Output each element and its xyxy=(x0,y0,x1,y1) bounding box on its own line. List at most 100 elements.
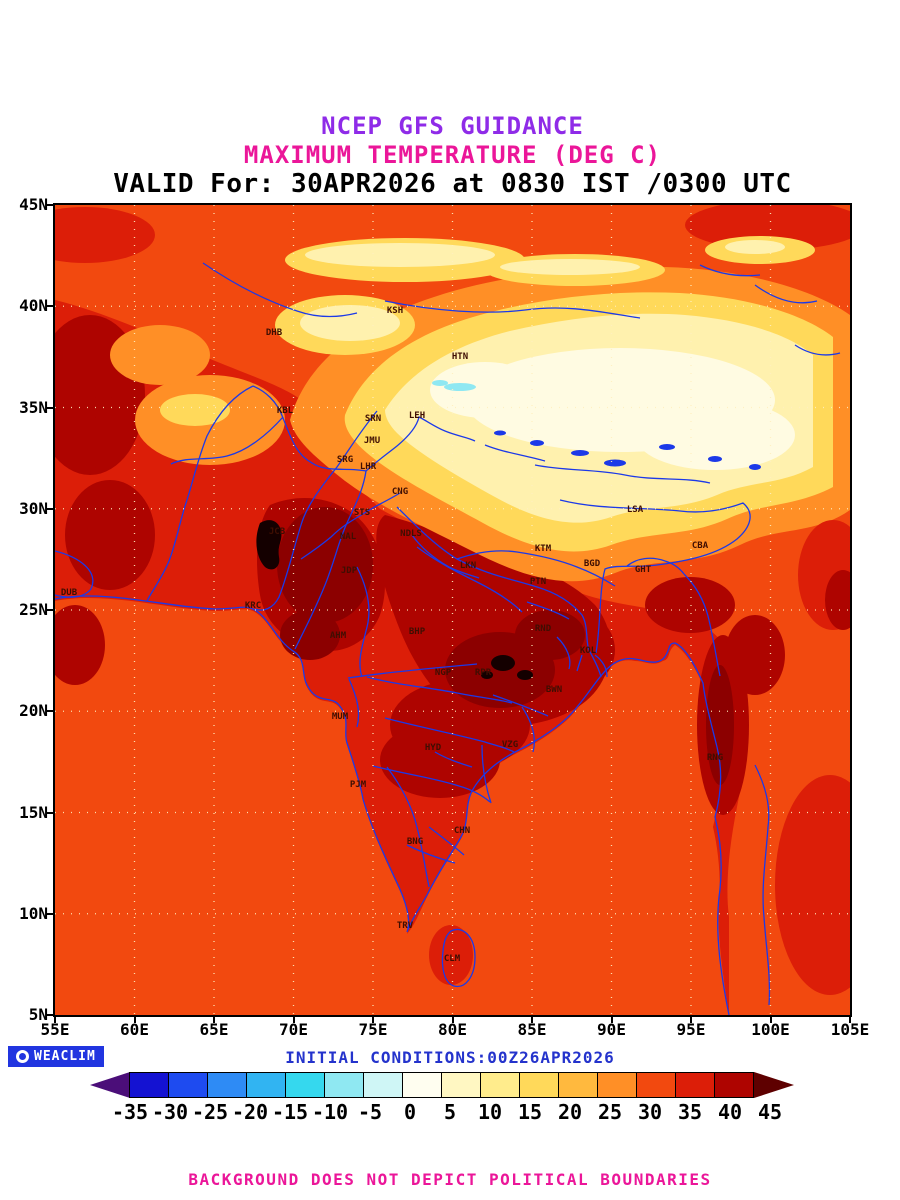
lon-tick-mark xyxy=(292,1016,295,1023)
lat-tick-mark xyxy=(46,912,53,915)
very-hot-region xyxy=(55,605,105,685)
very-hot-region xyxy=(65,480,155,590)
tibet-lakes xyxy=(494,430,761,470)
weaclim-logo: WEACLIM xyxy=(8,1046,104,1067)
hot-patch xyxy=(825,570,850,630)
colorbar-cell xyxy=(480,1072,520,1098)
colorbar-tick-label: 40 xyxy=(717,1100,743,1124)
lat-tick-label: 35N xyxy=(19,397,48,417)
colorbar-cell xyxy=(636,1072,676,1098)
colorbar-cell xyxy=(675,1072,715,1098)
lat-tick-label: 20N xyxy=(19,701,48,721)
lat-tick-mark xyxy=(46,710,53,713)
lon-tick-label: 95E xyxy=(676,1020,706,1039)
lat-tick-label: 10N xyxy=(19,903,48,923)
colorbar-arrow-left xyxy=(90,1072,130,1098)
lat-tick-mark xyxy=(46,305,53,308)
lat-tick-label: 25N xyxy=(19,600,48,619)
temperature-field-svg xyxy=(55,205,850,1015)
colorbar-cell xyxy=(597,1072,637,1098)
colorbar-tick-label: 0 xyxy=(403,1100,417,1124)
colorbar-cell xyxy=(363,1072,403,1098)
lat-tick-label: 45N xyxy=(19,195,48,214)
weaclim-logo-label: WEACLIM xyxy=(34,1049,96,1064)
lat-tick-label: 30N xyxy=(19,498,48,518)
hydro-boundary-lines xyxy=(55,262,841,1015)
lat-tick-mark xyxy=(46,406,53,409)
colorbar-tick-label: -25 xyxy=(191,1100,229,1124)
colorbar-cell xyxy=(324,1072,364,1098)
lon-tick-mark xyxy=(54,1016,56,1023)
extreme-heat-core xyxy=(277,507,373,623)
lat-tick-mark xyxy=(46,811,53,814)
colorbar-cell xyxy=(285,1072,325,1098)
temperature-colorbar xyxy=(90,1072,810,1098)
very-hot-region xyxy=(380,722,500,798)
hottest-spot xyxy=(481,671,493,679)
colorbar-tick-label: 10 xyxy=(477,1100,503,1124)
hot-patch xyxy=(55,207,155,263)
mountain-cool-streak xyxy=(300,305,400,341)
mountain-cool-streak xyxy=(725,240,785,254)
lat-tick-mark xyxy=(46,609,53,611)
colorbar-tick-label: -10 xyxy=(311,1100,349,1124)
colorbar-tick-label: 35 xyxy=(677,1100,703,1124)
lon-tick-mark xyxy=(769,1016,772,1023)
hottest-spot xyxy=(256,520,282,570)
title-valid-time: VALID For: 30APR2026 at 0830 IST /0300 U… xyxy=(113,169,792,199)
lon-tick-label: 90E xyxy=(597,1020,626,1039)
map-plot: DHB KSH HTN KBL SRN LEH JMU SRG LHR CNG STS JCB NAL N… xyxy=(53,203,852,1017)
colorbar-tick-label: 30 xyxy=(637,1100,663,1124)
colorbar-tick-label: 25 xyxy=(597,1100,623,1124)
colorbar-tick-label: 45 xyxy=(757,1100,783,1124)
glacier-cold-spot xyxy=(432,380,448,386)
lon-tick-mark xyxy=(372,1016,374,1023)
hottest-spot xyxy=(491,655,515,671)
hottest-spot xyxy=(517,670,533,680)
lon-tick-mark xyxy=(451,1016,454,1023)
initial-conditions-text: INITIAL CONDITIONS:00Z26APR2026 xyxy=(285,1048,615,1067)
colorbar-cell xyxy=(168,1072,208,1098)
title-block: NCEP GFS GUIDANCE MAXIMUM TEMPERATURE (D… xyxy=(55,112,850,199)
colorbar-cell xyxy=(441,1072,481,1098)
colorbar-cell xyxy=(519,1072,559,1098)
colorbar-cell xyxy=(558,1072,598,1098)
very-hot-region xyxy=(645,577,735,633)
mountain-cool-streak xyxy=(305,243,495,267)
lon-tick-label: 100E xyxy=(751,1020,790,1039)
afghan-mild-patch xyxy=(110,325,210,385)
lon-tick-label: 75E xyxy=(358,1020,388,1039)
background-disclaimer: BACKGROUND DOES NOT DEPICT POLITICAL BOU… xyxy=(188,1170,712,1189)
plateau-pale-core xyxy=(635,400,795,470)
lon-tick-label: 60E xyxy=(120,1020,149,1039)
colorbar-tick-label: -5 xyxy=(357,1100,383,1124)
lon-tick-mark xyxy=(849,1016,851,1023)
afghan-mild-patch xyxy=(160,394,230,426)
colorbar-cell xyxy=(714,1072,754,1098)
weaclim-logo-icon xyxy=(16,1050,29,1063)
extreme-heat-core xyxy=(515,610,585,660)
glacier-cold-spot xyxy=(444,383,476,391)
sri-lanka-fill xyxy=(429,925,473,985)
lon-tick-label: 105E xyxy=(830,1020,870,1039)
lon-tick-mark xyxy=(531,1016,533,1023)
colorbar-cell xyxy=(207,1072,247,1098)
lon-tick-label: 55E xyxy=(40,1020,70,1039)
lon-tick-label: 80E xyxy=(438,1020,467,1039)
hot-patch xyxy=(685,205,850,250)
title-variable: MAXIMUM TEMPERATURE (DEG C) xyxy=(243,141,662,169)
lat-tick-label: 40N xyxy=(19,296,48,316)
colorbar-cell xyxy=(129,1072,169,1098)
lon-tick-label: 85E xyxy=(517,1020,547,1039)
lon-tick-label: 65E xyxy=(199,1020,229,1039)
colorbar-tick-label: -15 xyxy=(271,1100,309,1124)
hot-land-region xyxy=(55,300,748,1015)
colorbar-tick-labels: -35 -30 -25 -20 -15 -10 -5 0 5 10 15 20 25 30 35 40 45 xyxy=(90,1100,810,1126)
title-model: NCEP GFS GUIDANCE xyxy=(321,112,584,140)
hot-patch xyxy=(775,775,850,995)
lon-tick-mark xyxy=(610,1016,613,1023)
extreme-heat-core xyxy=(706,665,734,785)
lon-tick-label: 70E xyxy=(279,1020,308,1039)
extreme-heat-core xyxy=(280,610,340,660)
